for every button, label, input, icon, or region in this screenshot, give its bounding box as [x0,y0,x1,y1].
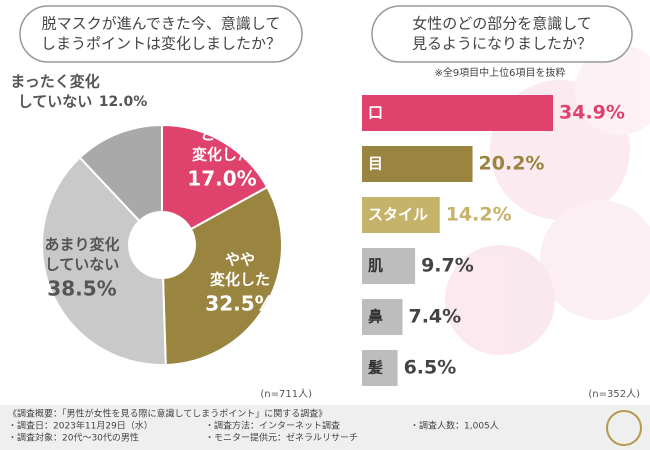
bar-category-label: 目 [368,155,383,173]
donut-slice [78,123,163,223]
slice-label: していない [45,256,120,274]
bar [362,146,473,182]
footer-item: ・調査方法：インターネット調査 [205,420,340,432]
flower-decoration [445,45,650,355]
bar-category-label: 鼻 [368,308,383,326]
chart-title: 女性のどの部分を意識して [412,15,592,33]
bar-value-label: 20.2% [479,153,545,175]
bar [362,350,398,386]
bar-category-label: 髪 [367,359,383,377]
footer-background [0,405,650,450]
slice-label: まったく変化 [10,73,99,91]
donut-slice [162,185,283,366]
slice-label: とても [200,126,244,144]
bar-value-label: 14.2% [446,204,512,226]
chart-title: 脱マスクが進んできた今、意識して [42,15,281,33]
slice-value-label: 12.0% [99,94,148,110]
title-box [19,5,303,63]
donut-slice [161,123,269,231]
slice-value-label: 38.5% [47,277,116,301]
slice-label: やや [225,251,255,269]
bar-value-label: 34.9% [559,102,625,124]
bar-category-label: 肌 [368,257,383,275]
sample-note: (n=711人) [260,388,312,400]
bar-value-label: 9.7% [421,255,474,277]
footer-heading: 《調査概要：「男性が女性を見る際に意識してしまうポイント」に関する調査》 [8,408,327,420]
footer-item: ・調査人数：1,005人 [410,420,499,432]
chart-subtitle: ※全9項目中上位6項目を抜粋 [434,66,565,79]
slice-value-label: 32.5% [205,292,274,316]
bar [362,197,440,233]
footer-item: ・調査対象：20代～30代の男性 [8,432,139,444]
bar-category-label: スタイル [368,206,428,224]
slice-label: 変化した [192,146,252,164]
bar [362,299,403,335]
slice-label: 変化した [210,271,270,289]
bar-value-label: 6.5% [404,357,457,379]
slice-value-label: 17.0% [187,167,256,191]
sample-note: (n=352人) [588,388,640,400]
bar-category-label: 口 [368,104,383,122]
slice-label: していない [18,93,93,111]
chart-title: しまうポイントは変化しましたか？ [41,35,281,53]
bar [362,95,553,131]
logo [606,410,642,446]
footer-item: ・調査日：2023年11月29日（水） [8,420,153,432]
donut-slice [41,156,167,366]
slice-label: あまり変化 [44,236,119,254]
bar-value-label: 7.4% [408,306,461,328]
title-box [371,5,633,63]
bar [362,248,416,284]
footer-item: ・モニター提供元：ゼネラルリサーチ [205,432,358,444]
chart-title: 見るようになりましたか？ [412,35,592,53]
